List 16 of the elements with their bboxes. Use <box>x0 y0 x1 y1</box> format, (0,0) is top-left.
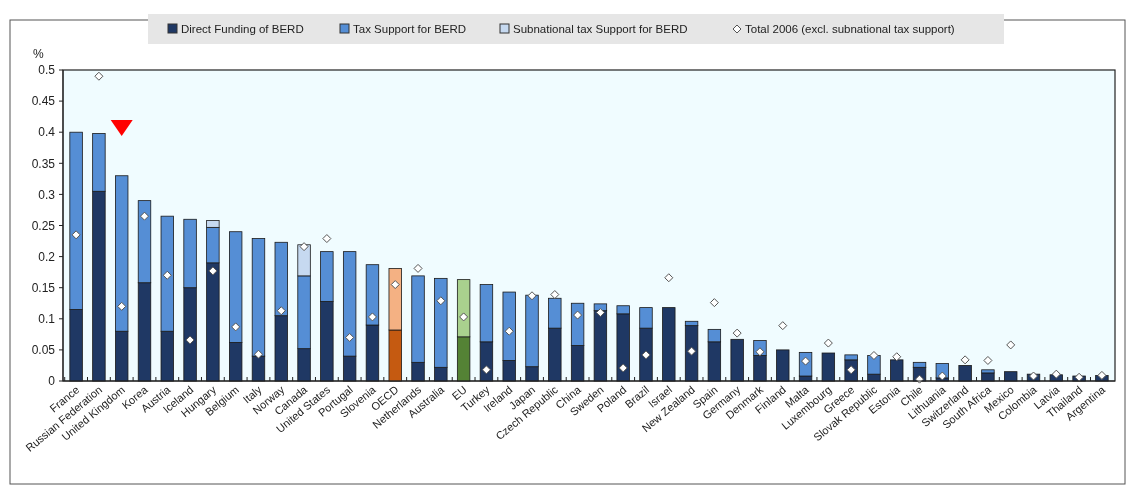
y-tick-label: 0 <box>48 374 56 389</box>
legend-label: Total 2006 (excl. subnational tax support) <box>745 23 955 36</box>
y-tick-label: 0.5 <box>38 63 56 78</box>
y-tick-label: 0.3 <box>38 187 56 202</box>
y-axis-title: % <box>33 47 44 61</box>
y-tick-label: 0.15 <box>31 280 56 295</box>
legend-label: Tax Support for BERD <box>353 23 467 36</box>
y-tick-label: 0.45 <box>31 94 56 109</box>
y-tick-label: 0.05 <box>31 343 56 358</box>
legend-label: Subnational tax Support for BERD <box>513 23 688 36</box>
y-tick-label: 0.1 <box>38 312 56 326</box>
y-tick-label: 0.4 <box>38 125 56 140</box>
legend-label: Direct Funding of BERD <box>181 23 304 36</box>
y-tick-label: 0.25 <box>31 218 56 233</box>
y-tick-label: 0.35 <box>31 156 56 171</box>
y-tick-label: 0.2 <box>38 249 56 264</box>
